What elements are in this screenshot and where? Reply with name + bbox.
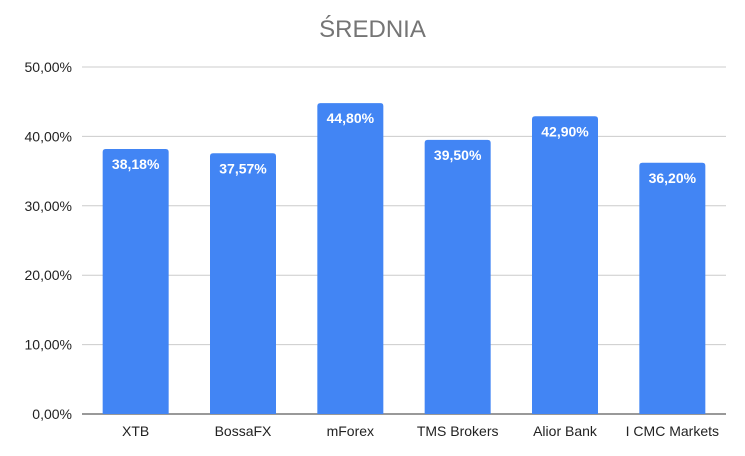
x-tick-label: Alior Bank [533, 423, 598, 439]
x-tick-label: TMS Brokers [417, 423, 499, 439]
y-tick-label: 40,00% [25, 128, 72, 144]
bar-value-label: 44,80% [327, 110, 375, 126]
bar [639, 162, 706, 414]
x-tick-label: XTB [122, 423, 149, 439]
x-tick-label: mForex [327, 423, 374, 439]
x-tick-label: BossaFX [215, 423, 272, 439]
y-tick-label: 50,00% [25, 59, 72, 75]
x-tick-label: I CMC Markets [626, 423, 719, 439]
y-tick-label: 30,00% [25, 198, 72, 214]
bar [424, 139, 491, 414]
bar-value-label: 42,90% [541, 123, 589, 139]
y-tick-label: 0,00% [32, 406, 72, 422]
bar [102, 149, 169, 414]
bar-value-label: 36,20% [649, 170, 697, 186]
bar [210, 153, 276, 414]
y-tick-label: 20,00% [25, 267, 72, 283]
bar-value-label: 37,57% [219, 160, 267, 176]
bar-value-label: 38,18% [112, 156, 160, 172]
y-tick-label: 10,00% [25, 337, 72, 353]
bar [317, 103, 384, 414]
chart-title: ŚREDNIA [319, 16, 426, 43]
bar [532, 116, 598, 415]
bar-value-label: 39,50% [434, 147, 482, 163]
